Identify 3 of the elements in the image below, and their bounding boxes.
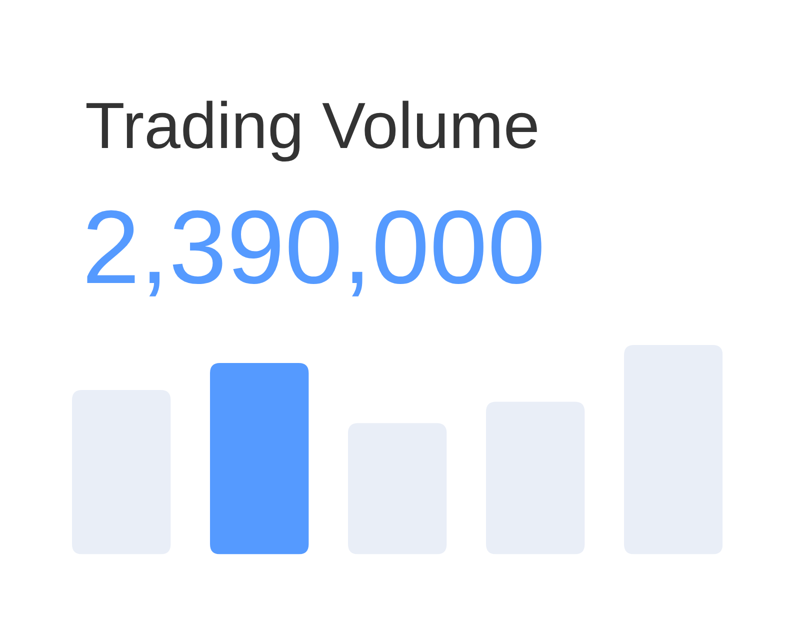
chart-subtitle: 2,390,000 [87,210,542,296]
chart-title: Trading Volume [86,100,537,162]
bar [210,363,309,554]
